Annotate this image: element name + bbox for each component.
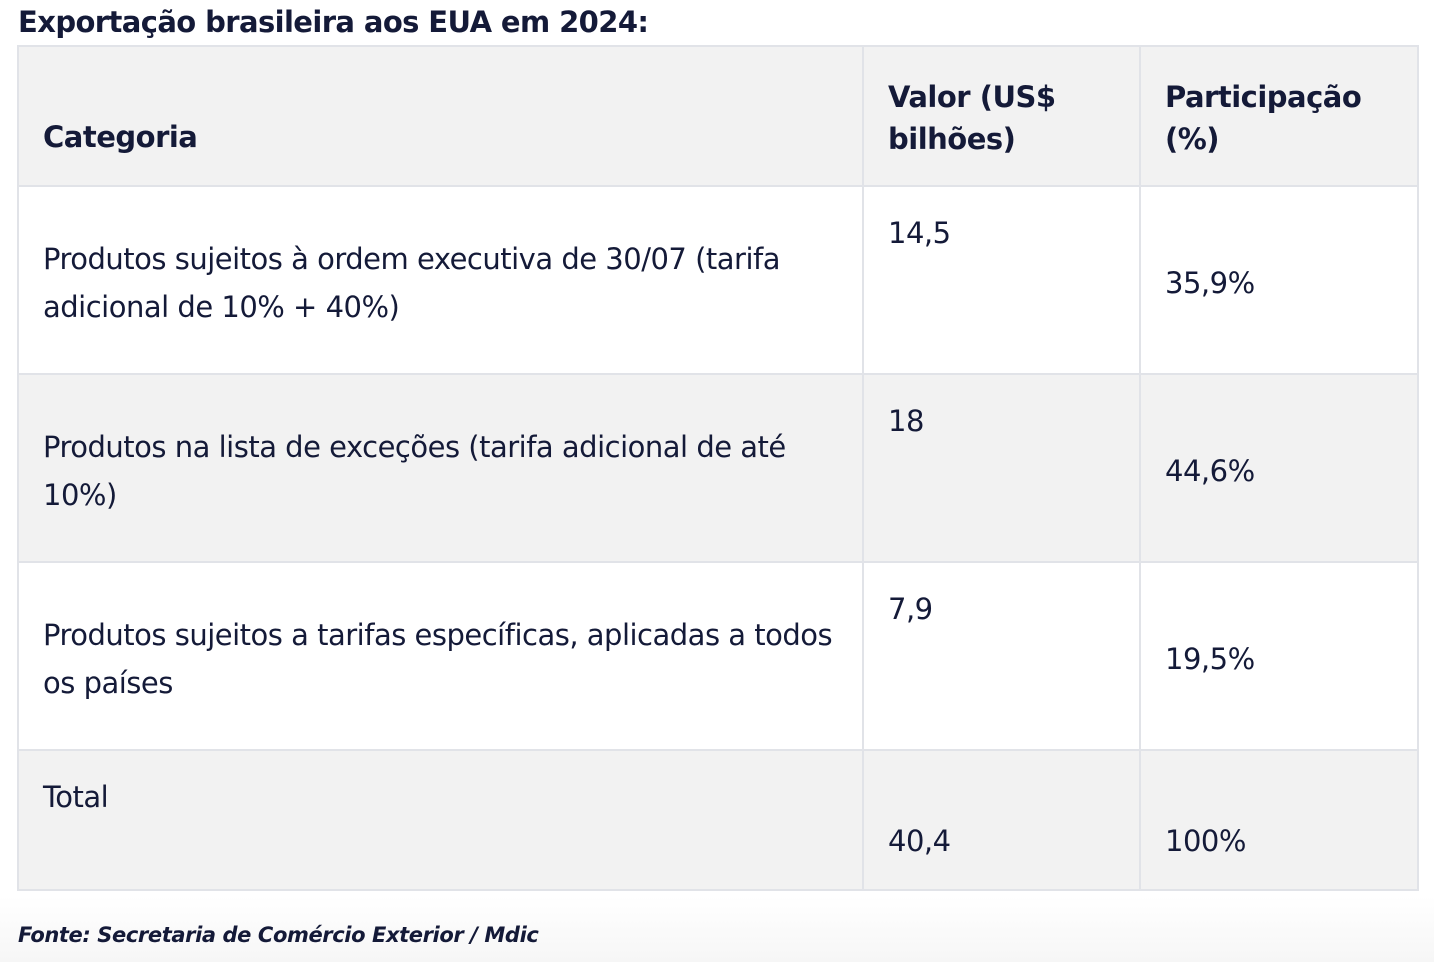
cell-share: 44,6% bbox=[1139, 373, 1419, 563]
total-share: 100% bbox=[1139, 749, 1419, 891]
table-row: Produtos sujeitos a tarifas específicas,… bbox=[17, 561, 1419, 751]
cell-value: 18 bbox=[862, 373, 1141, 563]
cell-share: 35,9% bbox=[1139, 185, 1419, 375]
header-category: Categoria bbox=[17, 45, 864, 187]
cell-value: 14,5 bbox=[862, 185, 1141, 375]
table-row: Produtos na lista de exceções (tarifa ad… bbox=[17, 373, 1419, 563]
exports-table: Categoria Valor (US$ bilhões) Participaç… bbox=[17, 45, 1419, 891]
table-header-row: Categoria Valor (US$ bilhões) Participaç… bbox=[17, 45, 1419, 187]
table-total-row: Total 40,4 100% bbox=[17, 749, 1419, 891]
table-row: Produtos sujeitos à ordem executiva de 3… bbox=[17, 185, 1419, 375]
cell-category: Produtos na lista de exceções (tarifa ad… bbox=[17, 373, 864, 563]
table-title: Exportação brasileira aos EUA em 2024: bbox=[18, 5, 649, 39]
source-caption: Fonte: Secretaria de Comércio Exterior /… bbox=[18, 923, 539, 947]
cell-category: Produtos sujeitos a tarifas específicas,… bbox=[17, 561, 864, 751]
page-bottom-shade bbox=[0, 896, 1434, 962]
total-value: 40,4 bbox=[862, 749, 1141, 891]
header-value: Valor (US$ bilhões) bbox=[862, 45, 1141, 187]
header-share: Participação (%) bbox=[1139, 45, 1419, 187]
total-label: Total bbox=[17, 749, 864, 891]
cell-share: 19,5% bbox=[1139, 561, 1419, 751]
cell-category: Produtos sujeitos à ordem executiva de 3… bbox=[17, 185, 864, 375]
cell-value: 7,9 bbox=[862, 561, 1141, 751]
